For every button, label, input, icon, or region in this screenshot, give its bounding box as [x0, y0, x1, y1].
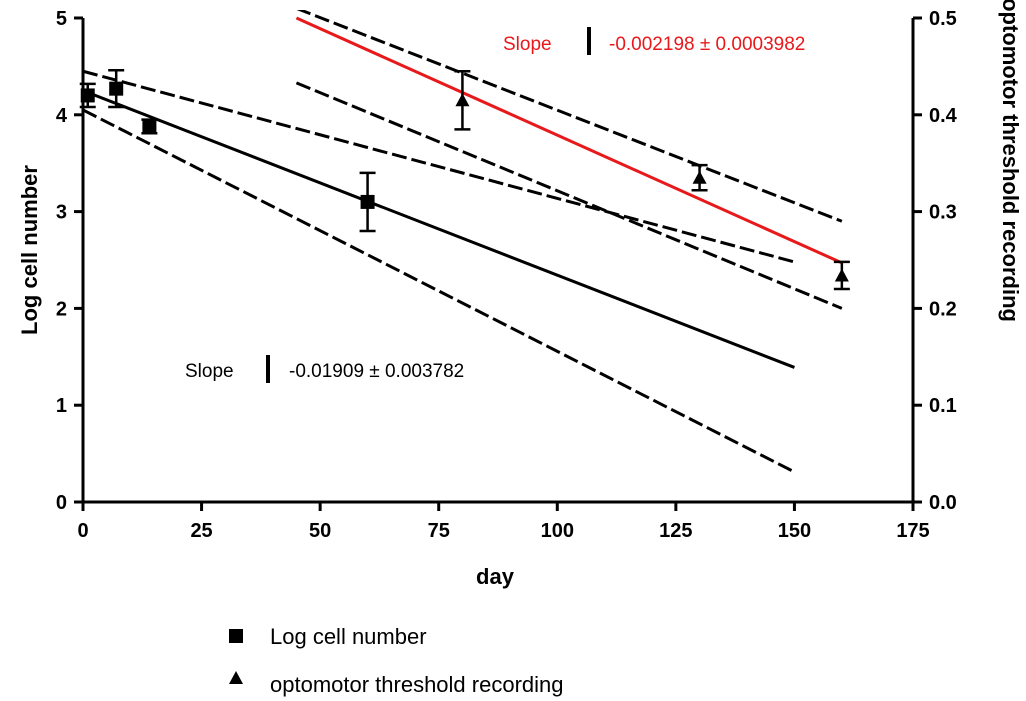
x-tick-label: 100 — [541, 520, 574, 542]
data-point-square — [80, 88, 95, 103]
legend-label-optomotor: optomotor threshold recording — [270, 672, 564, 697]
data-point-triangle — [455, 93, 470, 107]
y-left-tick-label: 5 — [56, 8, 67, 30]
data-point-triangle — [692, 170, 707, 184]
data-point-square — [109, 81, 124, 96]
slope-separator-optomotor — [587, 27, 591, 55]
x-tick-label: 125 — [659, 520, 692, 542]
legend-label-cell: Log cell number — [270, 624, 427, 649]
y-left-tick-label: 4 — [56, 105, 68, 127]
legend-triangle-icon — [229, 671, 243, 684]
y-right-tick-label: 0.2 — [929, 298, 957, 320]
y-left-tick-label: 0 — [56, 492, 67, 514]
y-left-tick-label: 1 — [56, 395, 67, 417]
legend: Log cell number optomotor threshold reco… — [229, 624, 564, 697]
ci-upper-cell — [82, 69, 795, 264]
tick-labels: 0 25 50 75 100 125 150 175 0 1 2 3 4 5 0.0 0.1 0.2 0.3 0.4… — [56, 8, 958, 542]
y-left-tick-label: 2 — [56, 298, 67, 320]
ci-upper-optomotor — [296, 10, 843, 223]
y-axis-right-title: optomotor threshold recording — [998, 0, 1023, 322]
slope-separator-cell — [266, 355, 270, 383]
y-right-tick-label: 0.4 — [929, 105, 958, 127]
data-point-triangle — [834, 268, 849, 282]
x-tick-label: 50 — [309, 520, 331, 542]
fit-lines — [82, 10, 843, 474]
x-tick-label: 175 — [896, 520, 929, 542]
y-right-tick-label: 0.0 — [929, 492, 957, 514]
data-point-square — [360, 194, 375, 209]
legend-square-icon — [229, 629, 243, 643]
y-right-tick-label: 0.1 — [929, 395, 957, 417]
y-right-tick-label: 0.5 — [929, 8, 957, 30]
y-right-tick-label: 0.3 — [929, 202, 957, 224]
fit-line-optomotor — [295, 16, 843, 265]
y-left-tick-label: 3 — [56, 202, 67, 224]
slope-value-cell: -0.01909 ± 0.003782 — [289, 361, 464, 382]
fit-line-cell — [82, 89, 795, 369]
data-points — [79, 69, 850, 291]
slope-label-cell: Slope — [185, 361, 234, 382]
slope-annotation-optomotor: Slope -0.002198 ± 0.0003982 — [503, 27, 805, 55]
y-axis-left-title: Log cell number — [17, 165, 42, 335]
slope-label-optomotor: Slope — [503, 34, 552, 55]
data-point-square — [142, 119, 157, 134]
x-axis-title: day — [476, 564, 515, 589]
ci-lower-optomotor — [295, 81, 843, 310]
x-tick-label: 25 — [190, 520, 212, 542]
slope-value-optomotor: -0.002198 ± 0.0003982 — [609, 34, 805, 55]
axes — [74, 16, 922, 511]
ci-lower-cell — [82, 108, 796, 474]
x-tick-label: 150 — [778, 520, 811, 542]
x-tick-label: 0 — [77, 520, 88, 542]
x-tick-label: 75 — [428, 520, 450, 542]
slope-annotation-cell: Slope -0.01909 ± 0.003782 — [185, 355, 464, 383]
